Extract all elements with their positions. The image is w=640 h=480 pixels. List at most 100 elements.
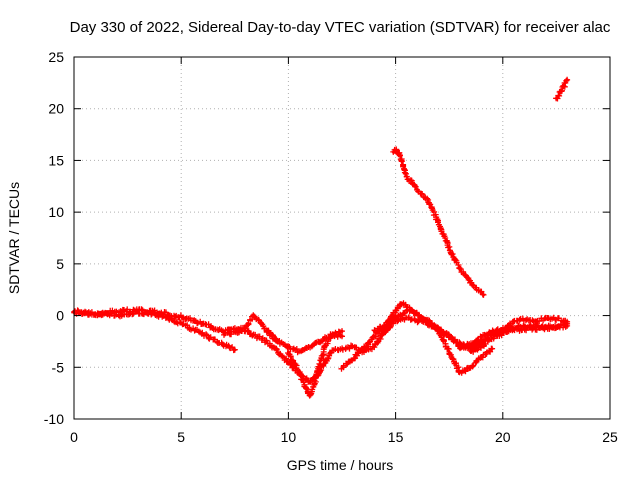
data-point — [201, 322, 205, 326]
data-point — [323, 360, 327, 364]
data-point — [469, 350, 473, 354]
y-tick-label: 10 — [48, 204, 64, 220]
data-point — [222, 332, 226, 336]
data-point — [398, 153, 402, 157]
data-point — [158, 311, 162, 314]
data-point — [179, 322, 183, 326]
data-point — [469, 281, 473, 284]
data-point — [400, 301, 404, 305]
data-point — [404, 316, 408, 320]
grid-lines — [74, 57, 610, 419]
data-point — [533, 319, 537, 323]
data-point — [115, 309, 119, 313]
data-point — [308, 345, 312, 349]
data-point — [329, 350, 333, 354]
data-point — [286, 360, 290, 364]
data-point — [544, 326, 548, 330]
y-tick-label: 20 — [48, 101, 64, 117]
x-tick-label: 15 — [388, 429, 404, 445]
data-point — [323, 345, 327, 349]
data-point — [252, 314, 256, 318]
y-tick-label: -5 — [52, 359, 65, 375]
data-point — [482, 293, 485, 297]
data-point — [437, 326, 440, 330]
data-point — [93, 313, 97, 316]
data-point — [329, 332, 333, 336]
data-point — [458, 371, 462, 374]
x-tick-label: 20 — [495, 429, 511, 445]
axis-ticks: 0 5 10 15 20 25 -10 -5 0 5 10 15 20 25 — [44, 49, 618, 445]
data-point — [404, 174, 408, 178]
data-point — [340, 334, 344, 338]
data-point — [297, 350, 301, 354]
data-point — [426, 322, 430, 326]
data-point — [458, 267, 462, 271]
data-point — [179, 315, 183, 319]
data-point — [233, 348, 237, 352]
y-tick-label: 0 — [56, 308, 64, 324]
data-point — [554, 96, 558, 100]
data-point — [415, 312, 419, 315]
x-tick-label: 25 — [602, 429, 618, 445]
y-tick-label: 25 — [48, 49, 64, 65]
x-tick-label: 10 — [281, 429, 297, 445]
data-point — [308, 381, 312, 385]
data-point — [286, 345, 290, 349]
data-point — [522, 327, 526, 331]
data-point — [404, 308, 408, 312]
y-tick-label: 15 — [48, 152, 64, 168]
data-point — [265, 329, 269, 333]
plot-frame — [73, 56, 611, 420]
data-point — [565, 78, 569, 82]
data-point — [561, 86, 565, 90]
data-point — [565, 324, 569, 328]
data-point — [392, 150, 395, 154]
data-point — [244, 329, 247, 333]
data-point — [115, 314, 119, 318]
series-track-4 — [263, 327, 345, 356]
series-track-11 — [390, 146, 487, 298]
data-point — [383, 329, 387, 333]
data-point — [415, 319, 419, 323]
data-point — [554, 317, 558, 321]
data-point — [297, 371, 301, 374]
data-point — [372, 329, 376, 333]
data-point — [447, 334, 451, 338]
data-point — [512, 320, 515, 324]
data-point — [361, 347, 365, 351]
data-point — [351, 357, 355, 361]
y-tick-label: 5 — [56, 256, 64, 272]
data-point — [544, 317, 548, 321]
data-point — [512, 328, 515, 332]
data-point — [351, 345, 355, 349]
data-point — [490, 332, 494, 336]
data-point — [265, 339, 269, 343]
data-point — [490, 329, 494, 333]
data-point — [479, 355, 483, 359]
data-point — [479, 291, 483, 295]
data-point — [201, 332, 205, 336]
data-point — [394, 308, 398, 312]
data-point — [319, 339, 323, 343]
data-point — [314, 376, 318, 380]
y-axis-title: SDTVAR / TECUs — [6, 182, 22, 294]
y-tick-label: -10 — [44, 411, 64, 427]
data-point — [372, 334, 376, 338]
series-track-12 — [553, 76, 571, 102]
data-point — [276, 339, 280, 343]
data-point — [522, 318, 526, 322]
x-tick-label: 5 — [177, 429, 185, 445]
data-point — [340, 365, 344, 369]
data-point — [479, 339, 483, 343]
data-point — [490, 347, 494, 351]
x-tick-label: 0 — [70, 429, 78, 445]
data-point — [136, 308, 140, 312]
data-point — [447, 246, 451, 250]
data-point — [394, 148, 398, 152]
data-point — [447, 350, 451, 354]
data-point — [437, 221, 440, 224]
data-point — [340, 347, 344, 351]
chart-title: Day 330 of 2022, Sidereal Day-to-day VTE… — [70, 19, 611, 36]
data-point — [458, 347, 462, 351]
